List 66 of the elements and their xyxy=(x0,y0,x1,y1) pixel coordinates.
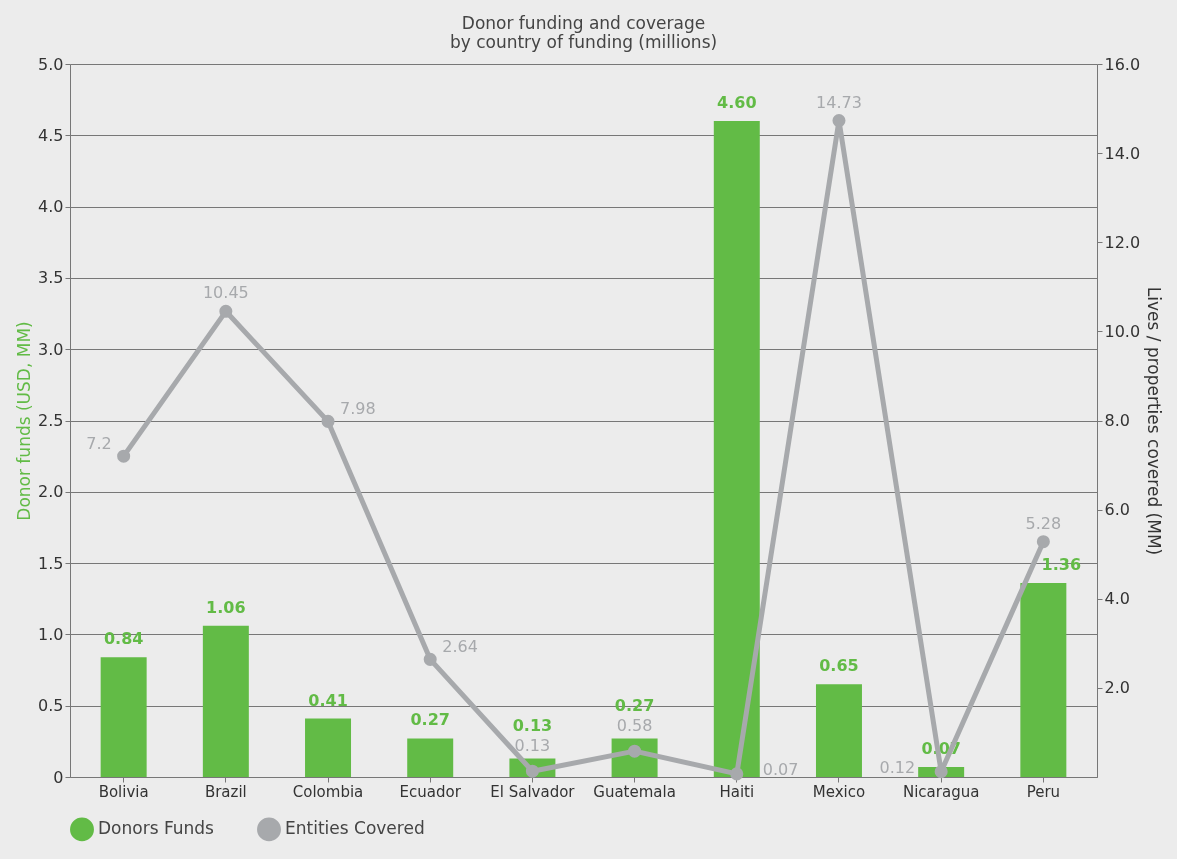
y-tick-label: 2.5 xyxy=(38,411,64,430)
bar xyxy=(202,625,249,777)
x-tick-label: El Salvador xyxy=(490,782,576,801)
data-label: 0.58 xyxy=(616,716,653,736)
point xyxy=(730,767,744,781)
point xyxy=(832,114,846,128)
y2-tick-label: 2.0 xyxy=(1104,678,1130,698)
x-tick-label: Peru xyxy=(1026,782,1061,801)
y-tick-label: 2.0 xyxy=(38,482,64,502)
y2-axis-title: Lives / properties covered (MM) xyxy=(1144,286,1165,556)
bar xyxy=(815,684,862,777)
point xyxy=(117,449,131,463)
y-tick-label: 5.0 xyxy=(38,54,64,74)
bar xyxy=(407,738,454,777)
x-tick-label: Ecuador xyxy=(399,782,462,801)
y2-tick-label: 14.0 xyxy=(1104,143,1141,163)
x-tick-label: Mexico xyxy=(812,782,866,801)
y2-tick-label: 16.0 xyxy=(1104,54,1141,74)
point xyxy=(934,765,948,779)
data-label: 4.60 xyxy=(717,93,757,113)
y-tick-label: 0 xyxy=(53,767,64,787)
y-tick-label: 4.5 xyxy=(38,125,64,145)
bar xyxy=(100,657,147,777)
chart-title: Donor funding and coverage by country of funding (millions) xyxy=(449,13,718,52)
x-tick-label: Colombia xyxy=(292,782,364,801)
data-label: 0.12 xyxy=(879,757,916,777)
y-tick-label: 0.5 xyxy=(38,696,64,716)
bar xyxy=(713,121,760,777)
legend-label: Donors Funds xyxy=(98,818,215,839)
data-label: 2.64 xyxy=(442,637,478,657)
bar xyxy=(1020,583,1067,777)
data-label: 7.98 xyxy=(340,399,376,419)
data-label: 10.45 xyxy=(202,283,249,303)
data-label: 0.27 xyxy=(410,710,450,730)
data-label: 0.13 xyxy=(512,716,553,736)
point xyxy=(1036,535,1050,549)
y2-tick-label: 12.0 xyxy=(1104,232,1141,252)
x-tick-label: Bolivia xyxy=(98,782,149,801)
point xyxy=(219,304,233,318)
data-label: 0.41 xyxy=(308,690,348,710)
y2-tick-label: 6.0 xyxy=(1104,500,1130,520)
y-tick-label: 3.0 xyxy=(38,339,64,359)
data-label: 0.65 xyxy=(819,656,859,676)
point xyxy=(321,414,335,428)
y-tick-label: 3.5 xyxy=(38,268,64,288)
x-tick-label: Nicaragua xyxy=(902,782,980,801)
point xyxy=(423,652,437,666)
bar xyxy=(305,718,352,777)
x-tick-label: Brazil xyxy=(204,782,247,801)
data-label: 5.28 xyxy=(1025,513,1062,533)
data-label: 14.73 xyxy=(816,92,862,112)
data-label: 0.13 xyxy=(514,736,551,756)
x-tick-label: Guatemala xyxy=(593,782,676,801)
y2-tick-label: 8.0 xyxy=(1104,411,1130,430)
y-axis-title: Donor funds (USD, MM) xyxy=(14,321,35,521)
legend-label: Entities Covered xyxy=(285,818,425,839)
y-tick-label: 4.0 xyxy=(38,197,64,217)
data-label: 7.2 xyxy=(86,434,112,454)
x-tick-label: Haiti xyxy=(719,782,755,801)
y2-tick-label: 4.0 xyxy=(1104,589,1130,609)
data-label: 1.06 xyxy=(206,597,246,617)
data-label: 0.07 xyxy=(762,759,799,779)
data-label: 0.84 xyxy=(103,629,144,649)
y2-tick-label: 10.0 xyxy=(1104,321,1141,341)
y-tick-label: 1.0 xyxy=(38,624,64,644)
y-tick-label: 1.5 xyxy=(38,553,64,573)
